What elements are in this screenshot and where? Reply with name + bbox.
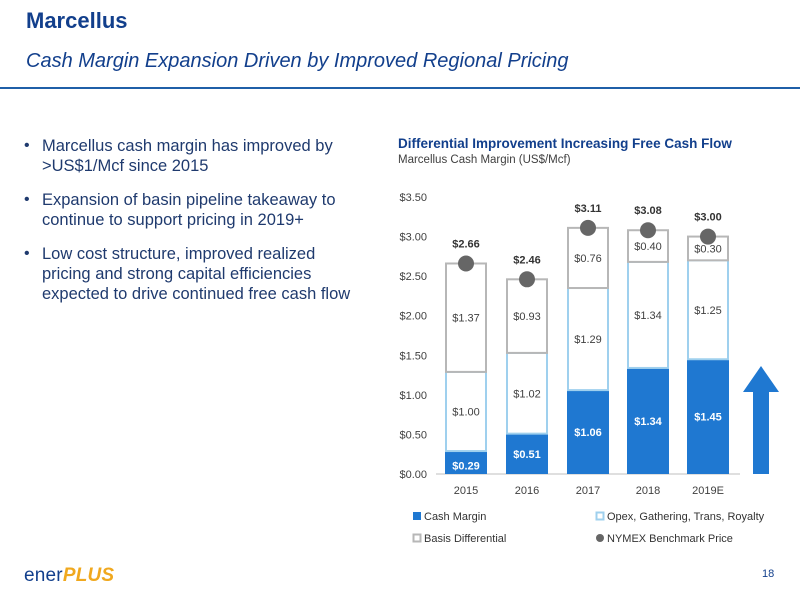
data-label-nymex: $3.08: [634, 205, 662, 217]
bullet-dot-icon: •: [24, 137, 30, 154]
data-label-cash-margin: $1.34: [634, 416, 662, 428]
bar-basis-differential: [567, 226, 609, 290]
data-label-basis: $0.76: [574, 253, 602, 265]
x-tick-label: 2017: [576, 485, 600, 497]
data-label-basis: $0.93: [513, 311, 541, 323]
bar-opex: [627, 260, 669, 369]
bar-basis-differential: [506, 278, 548, 354]
y-tick-label: $2.50: [399, 271, 427, 283]
legend-swatch-nymex: [596, 534, 604, 542]
bar-opex: [445, 370, 487, 453]
data-label-opex: $1.25: [694, 305, 722, 317]
bar-cash-margin: [506, 433, 548, 474]
data-label-cash-margin: $1.06: [574, 427, 602, 439]
bar-basis-differential: [445, 262, 487, 373]
data-label-nymex: $2.66: [452, 238, 480, 250]
page-number: 18: [762, 568, 775, 580]
data-label-opex: $1.02: [513, 388, 541, 400]
legend-swatch-cash-margin: [413, 512, 421, 520]
bullet-item: • Marcellus cash margin has improved by >…: [24, 136, 364, 176]
x-tick-label: 2016: [515, 485, 539, 497]
bar-cash-margin: [687, 359, 729, 474]
data-label-nymex: $2.46: [513, 254, 541, 266]
legend-label: NYMEX Benchmark Price: [607, 533, 733, 545]
nymex-point: [519, 271, 535, 288]
bar-opex: [687, 259, 729, 361]
nymex-point: [640, 222, 656, 239]
chart-title: Differential Improvement Increasing Free…: [398, 136, 732, 151]
bullet-text: Expansion of basin pipeline takeaway to …: [42, 191, 336, 229]
y-tick-label: $1.00: [399, 390, 427, 402]
y-tick-label: $3.00: [399, 232, 427, 244]
data-label-opex: $1.34: [634, 310, 662, 322]
legend-label: Basis Differential: [424, 533, 506, 545]
bullet-dot-icon: •: [24, 245, 30, 262]
y-tick-label: $3.50: [399, 192, 427, 204]
bar-opex: [567, 287, 609, 392]
data-label-opex: $1.29: [574, 334, 602, 346]
page-title: Marcellus: [26, 8, 128, 33]
chart-subtitle: Marcellus Cash Margin (US$/Mcf): [398, 154, 571, 166]
bar-opex: [506, 351, 548, 435]
data-label-basis: $0.40: [634, 241, 662, 253]
y-tick-label: $0.50: [399, 429, 427, 441]
bullet-list: • Marcellus cash margin has improved by >…: [24, 136, 364, 318]
enerplus-logo: enerPLUS: [24, 565, 115, 586]
x-tick-label: 2019E: [692, 485, 724, 497]
legend-swatch-opex: [595, 511, 605, 521]
legend-label: Opex, Gathering, Trans, Royalty: [607, 511, 765, 523]
data-label-nymex: $3.11: [575, 203, 602, 215]
bullet-item: • Low cost structure, improved realized p…: [24, 244, 364, 304]
x-tick-label: 2015: [454, 485, 478, 497]
legend-label: Cash Margin: [424, 511, 486, 523]
bar-cash-margin: [445, 451, 487, 474]
y-tick-label: $1.50: [399, 350, 427, 362]
x-tick-label: 2018: [636, 485, 660, 497]
bullet-text: Low cost structure, improved realized pr…: [42, 245, 351, 303]
up-arrow-icon: [743, 366, 779, 474]
y-tick-label: $2.00: [399, 311, 427, 323]
bullet-item: • Expansion of basin pipeline takeaway to…: [24, 190, 364, 230]
nymex-point: [458, 255, 474, 272]
legend-swatch-basis: [412, 533, 422, 543]
data-label-opex: $1.00: [452, 406, 480, 418]
data-label-basis: $1.37: [452, 313, 480, 325]
nymex-point: [580, 219, 596, 236]
bullet-dot-icon: •: [24, 191, 30, 208]
y-tick-label: $0.00: [399, 469, 427, 481]
data-label-cash-margin: $0.51: [513, 449, 541, 461]
data-label-cash-margin: $1.45: [694, 412, 722, 424]
page-subtitle: Cash Margin Expansion Driven by Improved…: [26, 50, 569, 72]
data-label-cash-margin: $0.29: [452, 461, 480, 473]
data-label-basis: $0.30: [694, 243, 722, 255]
bar-cash-margin: [567, 390, 609, 474]
bullet-text: Marcellus cash margin has improved by >U…: [42, 137, 333, 175]
header-divider: [0, 87, 800, 89]
nymex-point: [700, 228, 716, 245]
bar-cash-margin: [627, 367, 669, 474]
data-label-nymex: $3.00: [694, 212, 722, 224]
